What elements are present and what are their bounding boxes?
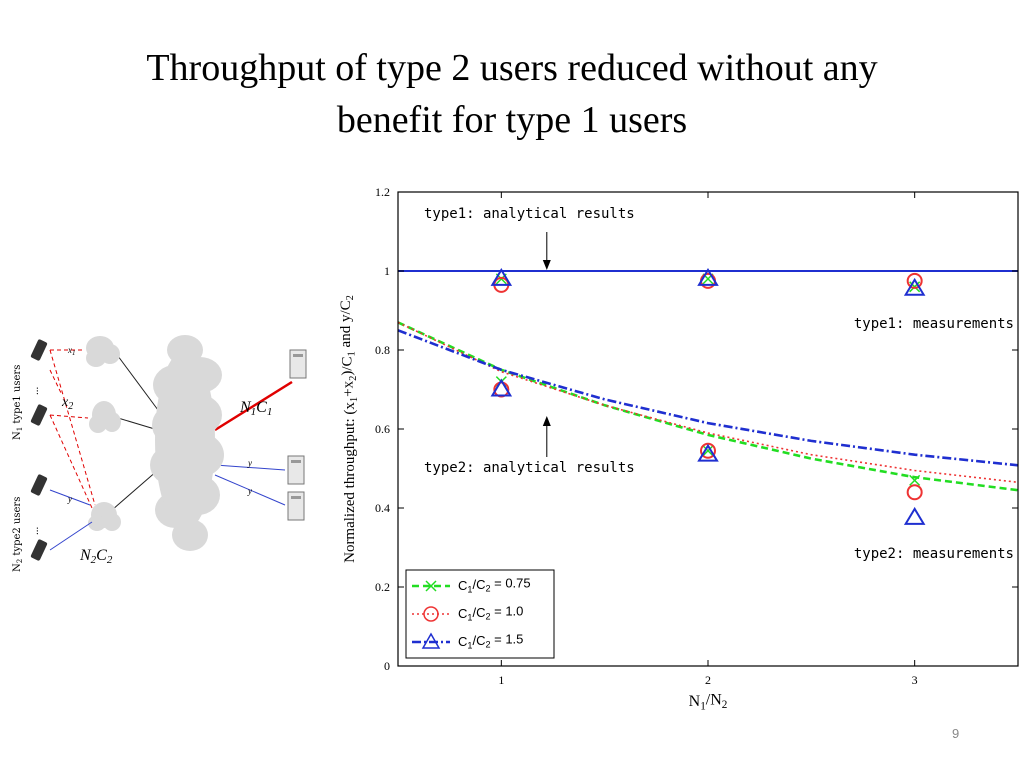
y-label-mid: y [67,494,72,504]
y-tick-label: 0 [384,659,390,673]
server-icon [289,349,307,379]
marker-stroke [702,445,714,457]
x-tick-label: 3 [912,673,918,687]
link-server-2 [214,464,286,471]
x-tick-label: 1 [498,673,504,687]
link-y-b [49,521,93,551]
y-tick-label: 1.2 [375,185,390,199]
access-cloud-3 [88,502,121,531]
measurement-point [903,277,926,296]
measurement-point [909,474,921,486]
slide-title-line1: Throughput of type 2 users reduced witho… [146,47,878,89]
network-diagram: N1 type1 users N2 type2 users ... ... x1… [12,335,307,572]
x1-label: x1 [67,345,76,357]
y-tick-label: 0.4 [375,501,390,515]
slide-title: Throughput of type 2 users reduced witho… [60,42,964,146]
y-tick-label: 0.6 [375,422,390,436]
legend-marker [423,606,439,622]
legend-marker [421,632,441,649]
link-x2-a [49,414,93,509]
measurement-point [490,378,513,397]
core-network-cloud [150,335,224,551]
y-axis-label: Normalized throughput: (x1+x2)/C1 and y/… [338,295,360,563]
y-label-bot: y [247,486,252,496]
link-y-a [49,489,91,506]
measurement-point [702,445,714,457]
measurement-point [697,267,719,286]
x-axis-label: N1/N2 [689,692,728,713]
measurement-point [906,484,923,501]
y-tick-label: 0.2 [375,580,390,594]
legend-entry: C1/C2 = 1.5 [458,632,523,651]
link-x2-b [49,349,96,506]
phone-icon [30,539,48,561]
annotation-label: type1: measurements [854,316,1014,332]
series-line-2 [397,321,1019,484]
throughput-chart: 0 0.2 0.4 0.6 0.8 1 1.2 1 2 3 Normalized throughpu… [338,185,1019,713]
arrowhead-icon [542,416,551,426]
measurement-point [700,442,716,459]
link-cloud1 [114,351,159,411]
y-tick-label: 0.8 [375,343,390,357]
type2-users-label: N2 type2 users [12,497,24,572]
measurement-point [903,506,926,525]
measurement-point [906,272,923,289]
phone-icon [30,474,48,496]
link-cloud3 [111,469,159,511]
slide-title-line2: benefit for type 1 users [336,99,688,141]
legend-entry: C1/C2 = 1.0 [458,604,523,623]
arrowhead-icon [542,260,551,270]
x-tick-label: 2 [705,673,711,687]
access-cloud-2 [89,401,121,433]
annotation-label: type2: analytical results [424,460,635,476]
y-label-top: y [247,458,252,468]
phone-icon [30,339,48,361]
link-server-3 [214,474,286,506]
series-line-3 [397,329,1019,467]
n2c2-label: N2C2 [79,547,113,566]
access-cloud-1 [86,336,120,367]
server-icon [287,455,305,485]
n1c1-label: N1C1 [239,399,272,418]
ellipsis-type2: ... [29,527,41,536]
ellipsis-type1: ... [29,387,41,396]
bottleneck-link-n1c1 [214,380,293,432]
link-type1-b [49,414,89,419]
legend-marker [425,580,437,592]
type1-users-label: N1 type1 users [12,365,24,440]
annotation-label: type1: analytical results [424,206,635,222]
phone-icon [30,404,48,426]
page-number: 9 [952,726,960,741]
marker-stroke [909,474,921,486]
link-cloud2 [117,417,159,431]
link-type1-a [49,369,63,396]
legend-entry: C1/C2 = 0.75 [458,576,531,595]
server-icon [287,491,305,521]
annotation-label: type2: measurements [854,546,1014,562]
y-tick-label: 1 [384,264,390,278]
measurement-point [697,443,719,462]
x2-label: x2 [61,395,73,412]
measurement-point [490,267,513,286]
